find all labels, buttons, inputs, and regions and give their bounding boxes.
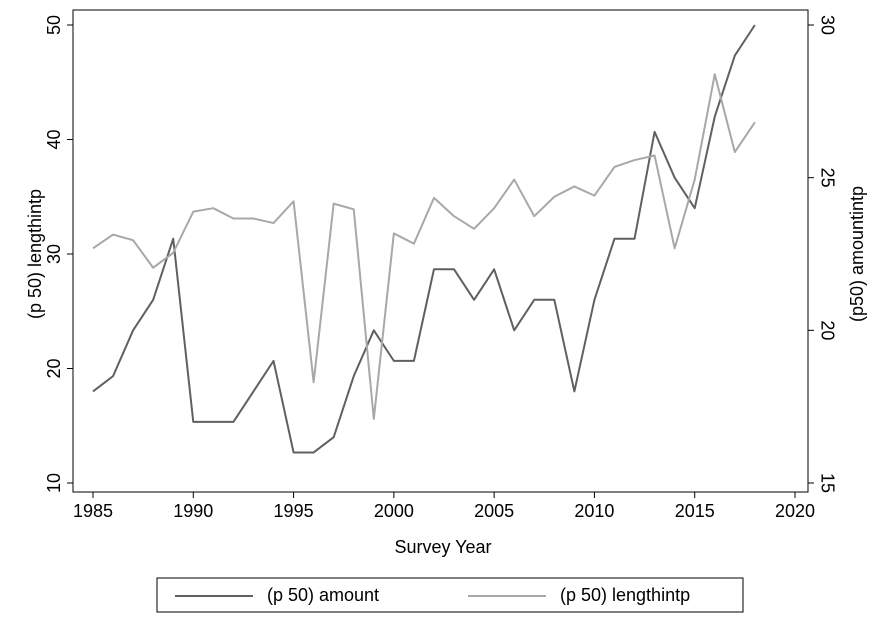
y2-tick-label: 20 xyxy=(817,320,837,340)
y2-axis-label: (p50) amountintp xyxy=(847,186,867,322)
y2-tick-label: 30 xyxy=(817,15,837,35)
y-tick-label: 40 xyxy=(44,129,64,149)
y2-tick-label: 25 xyxy=(817,168,837,188)
x-tick-label: 2010 xyxy=(574,501,614,521)
x-tick-label: 1990 xyxy=(173,501,213,521)
legend-label: (p 50) lengthintp xyxy=(560,585,690,605)
y2-tick-label: 15 xyxy=(817,473,837,493)
x-tick-label: 1995 xyxy=(274,501,314,521)
series-line xyxy=(92,24,756,454)
x-tick-label: 2015 xyxy=(675,501,715,521)
legend xyxy=(156,577,744,613)
series-line xyxy=(92,73,756,420)
y-tick-label: 30 xyxy=(44,244,64,264)
legend-label: (p 50) amount xyxy=(267,585,379,605)
y-tick-label: 10 xyxy=(44,473,64,493)
x-tick-label: 1985 xyxy=(73,501,113,521)
x-axis-label: Survey Year xyxy=(394,537,491,557)
y-tick-label: 20 xyxy=(44,358,64,378)
x-tick-label: 2020 xyxy=(775,501,815,521)
x-tick-label: 2005 xyxy=(474,501,514,521)
y-axis-label: (p 50) lengthintp xyxy=(25,189,45,319)
plot-frame xyxy=(72,9,809,493)
x-tick-label: 2000 xyxy=(374,501,414,521)
y-tick-label: 50 xyxy=(44,15,64,35)
